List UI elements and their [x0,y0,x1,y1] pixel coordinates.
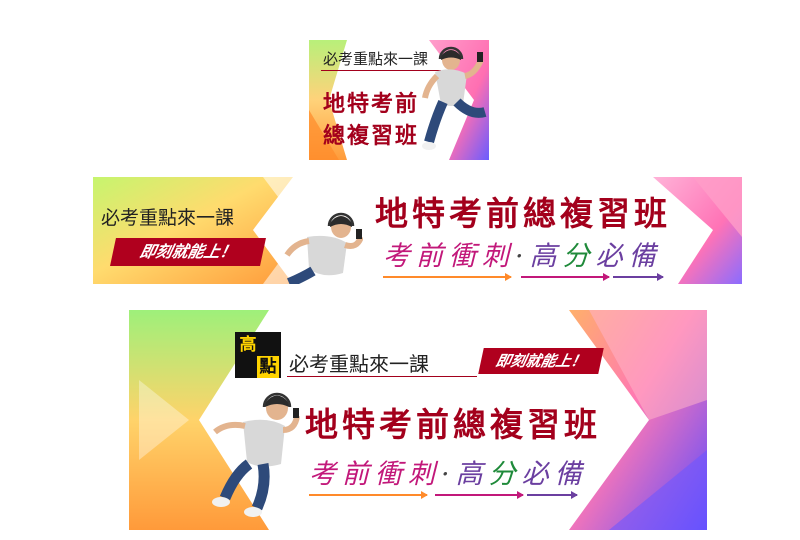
arrow-line-orange [383,273,512,281]
brand-logo-char1: 高 [237,334,259,356]
brand-logo: 高 點 [235,332,281,378]
banner-large-title: 地特考前總複習班 [305,405,601,444]
arrow-line-purple [527,491,578,499]
banner-wide-subtitle-part2a: 高 [529,241,563,272]
banner-large[interactable]: 高 點 必考重點來一課 即刻就能上！ 地特考前總複習班 考前衝刺·高分必備 [129,310,707,530]
banner-small[interactable]: 必考重點來一課 地特考前 總複習班 [309,40,489,160]
arrow-line-purple [613,273,664,281]
banner-large-subtitle-part2c: 必備 [521,459,588,490]
banner-wide-subtitle: 考前衝刺·高分必備 [383,234,662,273]
banner-wide-subtitle-part1: 考前衝刺 [383,241,515,272]
banner-small-title-line1: 地特考前 [323,91,420,117]
arrow-line-orange [309,491,428,499]
banner-large-divider [287,376,477,377]
banner-large-subtitle-part1: 考前衝刺 [309,459,441,490]
banner-large-subtitle: 考前衝刺·高分必備 [309,452,588,491]
banner-wide-headline: 必考重點來一課 [101,207,235,229]
arrow-line-pink [435,491,524,499]
banner-wide-subtitle-part2b: 分 [562,241,596,272]
banner-large-subtitle-part2b: 分 [488,459,522,490]
running-man-image [212,392,300,517]
banner-wide[interactable]: 必考重點來一課 即刻就能上！ 地特考前總複習班 考前衝刺·高分必備 [93,177,742,284]
banner-large-tagline: 即刻就能上！ [478,348,604,374]
banner-wide-subtitle-part2c: 必備 [595,241,662,272]
banner-large-subtitle-part2a: 高 [455,459,489,490]
banner-wide-subtitle-dot: · [515,241,530,272]
running-man-image [284,212,363,284]
banner-large-headline: 必考重點來一課 [289,352,429,376]
banner-small-divider [321,70,441,71]
banner-small-headline: 必考重點來一課 [323,50,429,68]
brand-logo-char2: 點 [257,356,279,378]
banner-large-subtitle-dot: · [441,459,456,490]
running-man-image [422,46,487,150]
banner-wide-tagline: 即刻就能上！ [110,238,266,266]
banner-wide-title: 地特考前總複習班 [375,194,671,233]
banner-small-title-line2: 總複習班 [323,123,420,149]
arrow-line-pink [521,273,610,281]
